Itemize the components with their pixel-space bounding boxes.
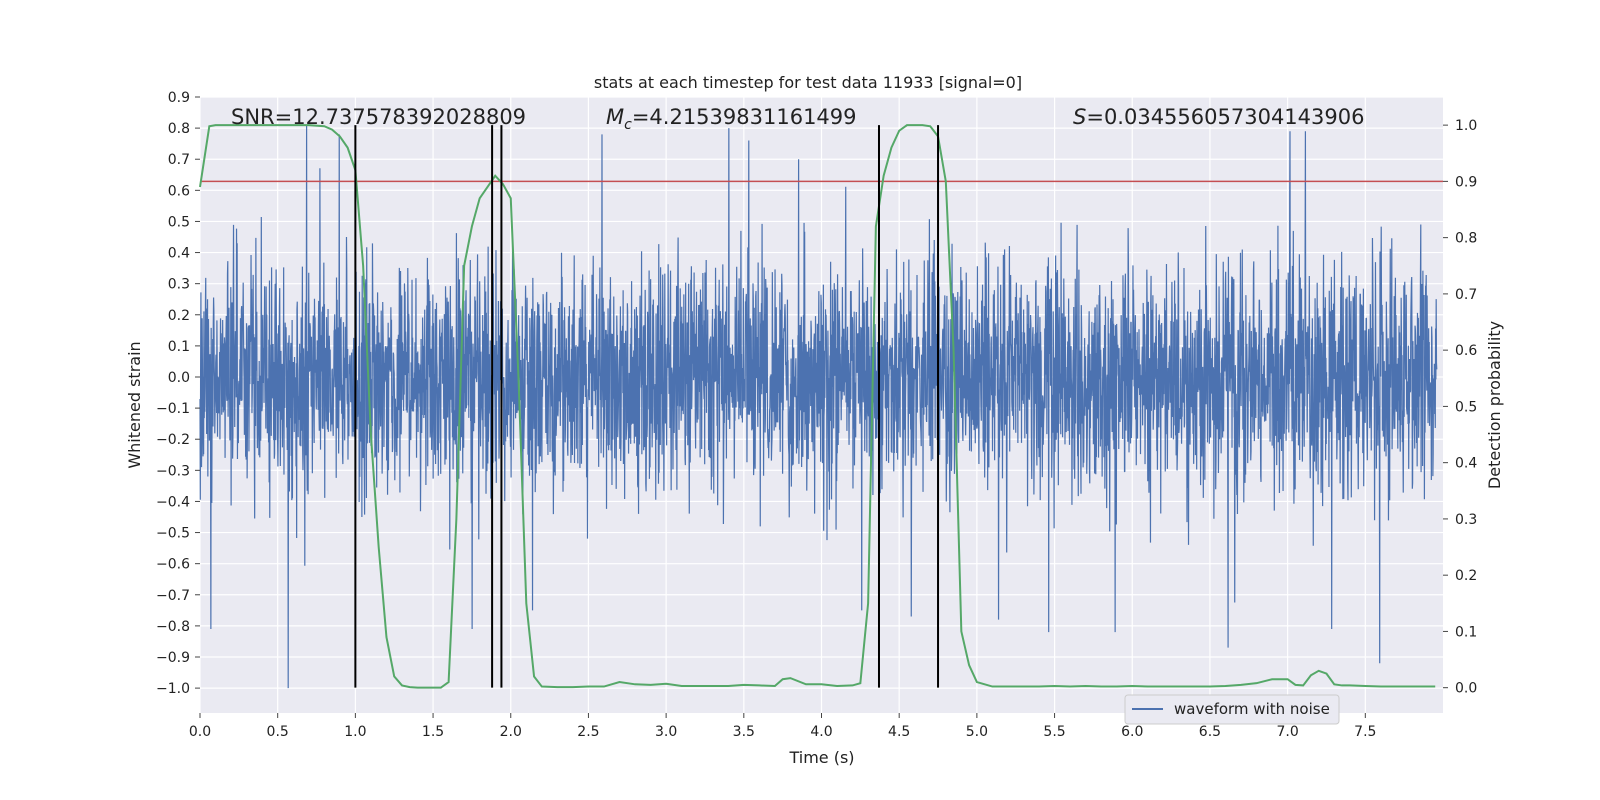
y-left-tick-label: 0.5 bbox=[168, 214, 190, 230]
probability-series bbox=[199, 124, 1443, 689]
x-tick-label: 5.0 bbox=[966, 724, 988, 740]
y-right-tick-label: 0.0 bbox=[1455, 681, 1477, 697]
y-left-tick-label: −0.3 bbox=[156, 463, 190, 479]
legend: waveform with noise bbox=[1124, 694, 1340, 725]
y-right-tick-label: 0.2 bbox=[1455, 568, 1477, 584]
y-left-tick-label: 0.0 bbox=[168, 370, 190, 386]
y-right-axis-ticks: 1.0 0.9 0.8 0.7 0.6 0.5 0.4 0.3 0.2 0.1 0.0 bbox=[1443, 118, 1477, 697]
y-right-tick-label: 0.5 bbox=[1455, 399, 1477, 415]
x-tick-label: 0.0 bbox=[189, 724, 211, 740]
y-left-tick-label: 0.3 bbox=[168, 277, 190, 293]
y-right-tick-label: 0.7 bbox=[1455, 287, 1477, 303]
x-tick-label: 3.0 bbox=[655, 724, 677, 740]
x-tick-label: 4.5 bbox=[888, 724, 910, 740]
s-symbol: S bbox=[1073, 105, 1086, 129]
y-right-tick-label: 0.3 bbox=[1455, 512, 1477, 528]
x-tick-label: 1.5 bbox=[422, 724, 444, 740]
legend-box bbox=[1124, 694, 1340, 725]
x-tick-label: 4.0 bbox=[810, 724, 832, 740]
snr-annotation: SNR=12.737578392028809 bbox=[231, 105, 526, 129]
s-statistic-annotation: S=0.034556057304143906 bbox=[1073, 105, 1364, 129]
strain-line bbox=[199, 124, 1438, 689]
chart-title: stats at each timestep for test data 119… bbox=[594, 73, 1022, 92]
y-right-axis-label: Detection probability bbox=[1485, 321, 1504, 489]
x-axis-ticks: 0.0 0.5 1.0 1.5 2.0 2.5 3.0 3.5 4.0 4.5 5.0 5.5 6.0 6… bbox=[189, 713, 1376, 740]
x-tick-label: 6.0 bbox=[1121, 724, 1143, 740]
chirp-mass-subscript: c bbox=[624, 117, 632, 133]
y-left-tick-label: −0.2 bbox=[156, 432, 190, 448]
probability-line bbox=[199, 124, 1436, 689]
y-left-tick-label: 0.9 bbox=[168, 90, 190, 106]
y-left-axis-label: Whitened strain bbox=[125, 341, 144, 468]
x-tick-label: 0.5 bbox=[267, 724, 289, 740]
x-tick-label: 2.0 bbox=[500, 724, 522, 740]
y-left-tick-label: −0.1 bbox=[156, 401, 190, 417]
chirp-mass-annotation: Mc=4.21539831161499 bbox=[606, 105, 857, 133]
chirp-mass-symbol: M bbox=[606, 105, 624, 129]
legend-label: waveform with noise bbox=[1174, 700, 1330, 718]
y-left-tick-label: 0.2 bbox=[168, 308, 190, 324]
y-right-tick-label: 0.1 bbox=[1455, 624, 1477, 640]
y-left-tick-label: −1.0 bbox=[156, 681, 190, 697]
y-left-tick-label: −0.8 bbox=[156, 619, 190, 635]
x-tick-label: 6.5 bbox=[1199, 724, 1221, 740]
y-right-tick-label: 0.9 bbox=[1455, 174, 1477, 190]
y-left-tick-label: 0.8 bbox=[168, 121, 190, 137]
y-left-tick-label: −0.7 bbox=[156, 588, 190, 604]
y-right-tick-label: 1.0 bbox=[1455, 118, 1477, 134]
y-left-tick-label: −0.6 bbox=[156, 557, 190, 573]
y-left-tick-label: −0.5 bbox=[156, 526, 190, 542]
strain-series bbox=[199, 124, 1438, 689]
chirp-mass-value: =4.21539831161499 bbox=[632, 105, 857, 129]
y-left-tick-label: 0.1 bbox=[168, 339, 190, 355]
y-left-tick-label: −0.4 bbox=[156, 494, 190, 510]
vertical-lines bbox=[354, 125, 940, 688]
x-tick-label: 7.0 bbox=[1276, 724, 1298, 740]
x-axis-label: Time (s) bbox=[788, 748, 854, 767]
x-tick-label: 7.5 bbox=[1354, 724, 1376, 740]
y-left-tick-label: 0.4 bbox=[168, 246, 190, 262]
x-tick-label: 5.5 bbox=[1043, 724, 1065, 740]
y-left-tick-label: −0.9 bbox=[156, 650, 190, 666]
y-left-axis-ticks: 0.9 0.8 0.7 0.6 0.5 0.4 0.3 0.2 0.1 0.0 −0.1 −0.2 −0… bbox=[156, 90, 200, 697]
s-value: =0.034556057304143906 bbox=[1086, 105, 1364, 129]
y-left-tick-label: 0.6 bbox=[168, 183, 190, 199]
y-right-tick-label: 0.8 bbox=[1455, 231, 1477, 247]
y-left-tick-label: 0.7 bbox=[168, 152, 190, 168]
x-tick-label: 3.5 bbox=[733, 724, 755, 740]
x-tick-label: 1.0 bbox=[344, 724, 366, 740]
x-tick-label: 2.5 bbox=[577, 724, 599, 740]
y-right-tick-label: 0.6 bbox=[1455, 343, 1477, 359]
y-right-tick-label: 0.4 bbox=[1455, 456, 1477, 472]
